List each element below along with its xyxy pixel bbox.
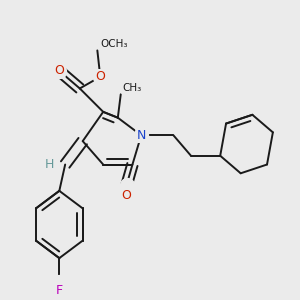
Text: CH₃: CH₃ xyxy=(122,83,142,93)
Text: N: N xyxy=(136,129,146,142)
Text: OCH₃: OCH₃ xyxy=(100,39,128,49)
Text: F: F xyxy=(56,284,63,298)
Text: O: O xyxy=(122,189,131,203)
Text: CH₃: CH₃ xyxy=(122,83,142,93)
Text: OCH₃: OCH₃ xyxy=(100,39,128,49)
Text: O: O xyxy=(95,70,105,83)
Text: O: O xyxy=(54,64,64,77)
Text: F: F xyxy=(56,284,63,298)
Text: H: H xyxy=(44,158,54,171)
Text: O: O xyxy=(122,189,131,203)
Text: O: O xyxy=(95,70,105,83)
Text: H: H xyxy=(44,158,54,171)
Text: N: N xyxy=(136,129,146,142)
Text: O: O xyxy=(54,64,64,77)
